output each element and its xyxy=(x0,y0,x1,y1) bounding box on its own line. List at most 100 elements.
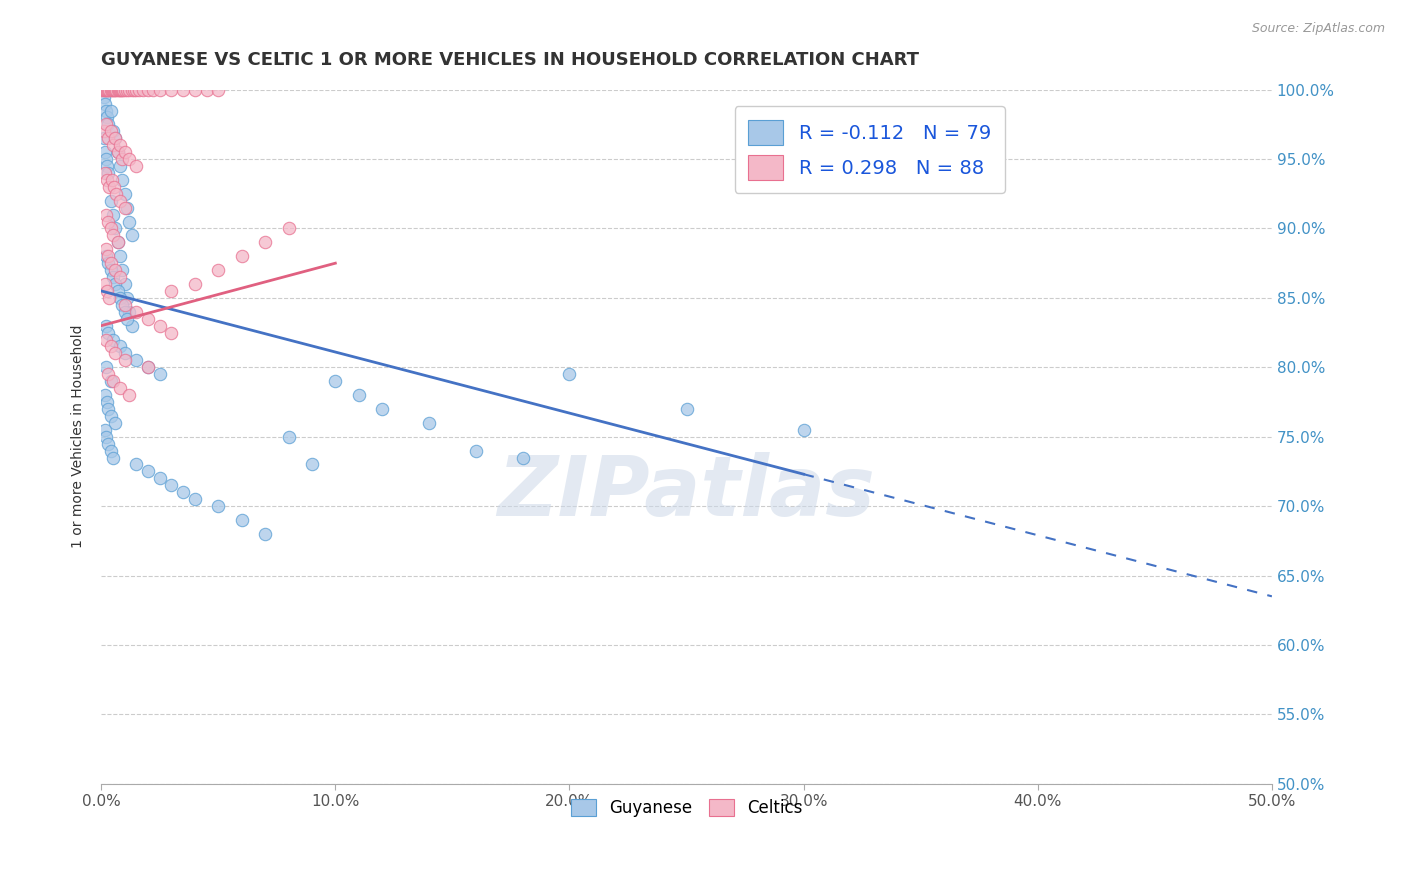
Point xyxy=(97,166,120,180)
Point xyxy=(107,235,129,250)
Point xyxy=(107,284,129,298)
Point xyxy=(105,186,128,201)
Point xyxy=(104,346,127,360)
Point xyxy=(94,152,117,166)
Point xyxy=(98,179,121,194)
Point xyxy=(94,333,117,347)
Point xyxy=(100,339,122,353)
Point xyxy=(172,485,194,500)
Point xyxy=(121,318,143,333)
Point xyxy=(104,83,127,97)
Point xyxy=(104,277,127,291)
Point xyxy=(512,450,534,465)
Point xyxy=(94,360,117,375)
Point xyxy=(149,83,172,97)
Point xyxy=(96,111,118,125)
Point xyxy=(94,242,117,256)
Point xyxy=(114,346,136,360)
Point xyxy=(231,513,253,527)
Point xyxy=(118,388,141,402)
Point xyxy=(114,145,136,160)
Point xyxy=(111,298,134,312)
Point xyxy=(195,83,218,97)
Point xyxy=(136,311,159,326)
Point xyxy=(149,318,172,333)
Point xyxy=(104,263,127,277)
Point xyxy=(115,311,138,326)
Point xyxy=(100,221,122,235)
Point xyxy=(207,263,229,277)
Point xyxy=(93,124,115,138)
Point xyxy=(100,263,122,277)
Point xyxy=(108,339,131,353)
Point xyxy=(558,368,581,382)
Point xyxy=(93,277,115,291)
Point xyxy=(142,83,165,97)
Point xyxy=(125,353,148,368)
Point xyxy=(94,117,117,131)
Point xyxy=(100,83,122,97)
Text: GUYANESE VS CELTIC 1 OR MORE VEHICLES IN HOUSEHOLD CORRELATION CHART: GUYANESE VS CELTIC 1 OR MORE VEHICLES IN… xyxy=(101,51,920,69)
Point xyxy=(371,401,394,416)
Point xyxy=(97,249,120,263)
Point xyxy=(128,83,150,97)
Point xyxy=(104,416,127,430)
Point xyxy=(122,83,145,97)
Point xyxy=(108,249,131,263)
Point xyxy=(97,436,120,450)
Point xyxy=(118,83,141,97)
Point xyxy=(184,277,207,291)
Point xyxy=(91,83,114,97)
Point xyxy=(100,256,122,270)
Point xyxy=(93,131,115,145)
Point xyxy=(254,527,277,541)
Point xyxy=(160,478,183,492)
Point xyxy=(93,89,115,103)
Legend: Guyanese, Celtics: Guyanese, Celtics xyxy=(564,792,808,824)
Point xyxy=(100,124,122,138)
Point xyxy=(125,83,148,97)
Point xyxy=(101,124,124,138)
Point xyxy=(100,103,122,118)
Point xyxy=(101,333,124,347)
Point xyxy=(277,221,299,235)
Point xyxy=(100,409,122,423)
Point xyxy=(675,401,697,416)
Point xyxy=(101,83,124,97)
Point xyxy=(118,214,141,228)
Point xyxy=(96,284,118,298)
Text: ZIPatlas: ZIPatlas xyxy=(498,451,876,533)
Point xyxy=(94,430,117,444)
Point xyxy=(125,458,148,472)
Point xyxy=(160,83,183,97)
Point xyxy=(101,270,124,285)
Point xyxy=(160,284,183,298)
Point xyxy=(108,381,131,395)
Point xyxy=(108,270,131,285)
Point xyxy=(111,152,134,166)
Point xyxy=(107,83,129,97)
Point xyxy=(103,83,125,97)
Point xyxy=(97,83,120,97)
Point xyxy=(97,401,120,416)
Point xyxy=(136,464,159,478)
Point xyxy=(125,159,148,173)
Point xyxy=(97,256,120,270)
Point xyxy=(93,96,115,111)
Point xyxy=(107,145,129,160)
Point xyxy=(301,458,323,472)
Point xyxy=(93,166,115,180)
Point xyxy=(793,423,815,437)
Point xyxy=(96,159,118,173)
Point xyxy=(108,291,131,305)
Point xyxy=(97,326,120,340)
Point xyxy=(121,83,143,97)
Point xyxy=(418,416,440,430)
Point xyxy=(136,360,159,375)
Point xyxy=(132,83,155,97)
Point xyxy=(96,173,118,187)
Point xyxy=(115,201,138,215)
Point xyxy=(100,83,122,97)
Point xyxy=(97,131,120,145)
Point xyxy=(118,305,141,319)
